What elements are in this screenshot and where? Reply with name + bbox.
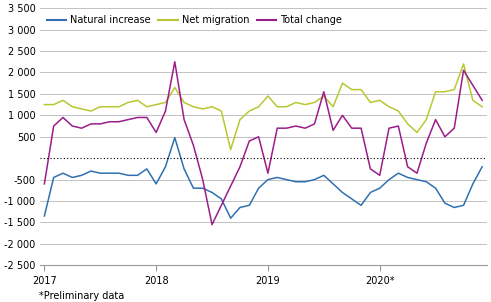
Legend: Natural increase, Net migration, Total change: Natural increase, Net migration, Total c… bbox=[45, 13, 344, 27]
Text: *Preliminary data: *Preliminary data bbox=[39, 291, 125, 301]
